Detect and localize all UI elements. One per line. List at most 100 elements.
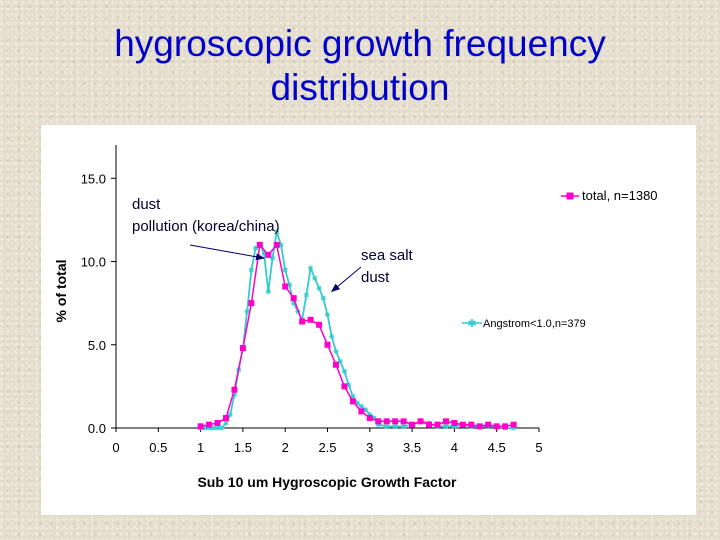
x-tick-label: 0 [112, 440, 119, 455]
series-0-point [299, 318, 306, 325]
star-stroke [312, 275, 318, 281]
series-0-point [392, 418, 399, 425]
slide-title: hygroscopic growth frequency distributio… [0, 22, 720, 110]
star-stroke [274, 229, 280, 234]
annotation-1-arrow [189, 244, 265, 261]
star-stroke [308, 265, 313, 271]
star-stroke [265, 289, 271, 294]
x-tick-group: 0 0.5 1 1.5 2 2.5 3 3.5 4 4.5 5 [112, 428, 543, 455]
series-0-point [256, 241, 263, 248]
x-axis-title: Sub 10 um Hygroscopic Growth Factor [197, 474, 457, 490]
series-1-point [312, 275, 318, 281]
star-stroke [358, 404, 364, 409]
star-stroke [392, 423, 398, 429]
star-stroke [401, 423, 406, 429]
series-1-point [401, 423, 407, 429]
star-stroke [320, 295, 326, 301]
series-1-point [325, 312, 330, 318]
series-0-point [316, 321, 323, 328]
y-tick-label: 10.0 [81, 255, 106, 270]
annotation-1-line-2: pollution (korea/china) [132, 218, 280, 235]
star-stroke [210, 425, 216, 431]
chart-panel: 0.0 5.0 10.0 15.0 0 0.5 1 1.5 2 2.5 3 3.5 4 4.5 5 Sub… [41, 125, 696, 515]
annotation-1-line-1: dust [132, 196, 161, 213]
star-stroke [270, 255, 275, 261]
series-0-point [197, 423, 204, 430]
star-stroke [219, 425, 225, 431]
series-1-point [223, 420, 229, 426]
slide-title-line-2: distribution [270, 67, 450, 108]
annotation-dust-pollution: dust pollution (korea/china) [132, 196, 280, 261]
series-0-point [493, 423, 500, 430]
series-1-point [308, 265, 314, 271]
x-tick-label: 4.5 [488, 440, 506, 455]
star-stroke [249, 267, 254, 273]
series-0-point [400, 418, 407, 425]
series-0-point [502, 423, 509, 430]
x-tick-label: 3 [366, 440, 373, 455]
series-0-point [214, 420, 221, 427]
series-0-point [451, 420, 458, 427]
series-0-point [409, 421, 416, 428]
star-stroke [244, 309, 250, 314]
series-0-point [265, 251, 272, 258]
legend-total-marker [566, 192, 574, 200]
series-1-point [443, 423, 449, 429]
series-1-point [265, 288, 271, 294]
x-tick-label: 1 [197, 440, 204, 455]
y-tick-label: 15.0 [81, 171, 106, 186]
series-0-point [442, 418, 449, 425]
series-0-point [434, 421, 441, 428]
annotation-sea-salt: sea salt dust [330, 247, 414, 293]
annotation-2-arrow [330, 266, 362, 293]
y-tick-group: 0.0 5.0 10.0 15.0 [81, 171, 116, 436]
y-tick-label: 0.0 [88, 421, 106, 436]
legend-angstrom: ✱ Angstrom<1.0,n=379 [462, 317, 586, 330]
series-0-point [476, 423, 483, 430]
legend-total-label: total, n=1380 [582, 188, 658, 203]
series-1-point [358, 403, 364, 409]
series-0-point [231, 386, 238, 393]
series-0-point [510, 421, 517, 428]
series-0-point [341, 383, 348, 390]
series-1-point [282, 267, 288, 273]
series-0-point [324, 341, 331, 348]
series-1-point [244, 308, 250, 314]
chart-svg: 0.0 5.0 10.0 15.0 0 0.5 1 1.5 2 2.5 3 3.5 4 4.5 5 Sub… [53, 145, 658, 490]
series-0-line [200, 243, 514, 428]
series-0-point [307, 316, 314, 323]
series-1-point [320, 295, 326, 301]
series-1-point [384, 423, 390, 429]
series-0-point [358, 408, 365, 415]
annotation-2-line-1: sea salt [361, 247, 414, 264]
star-stroke [342, 369, 347, 374]
series-1-point [303, 292, 309, 298]
series-0-point [417, 418, 424, 425]
x-tick-label: 1.5 [234, 440, 252, 455]
series-0-point [273, 241, 280, 248]
x-tick-label: 2 [282, 440, 289, 455]
series-0-point [485, 421, 492, 428]
series-0-point [349, 398, 356, 405]
series-0-point [222, 415, 229, 422]
series-0-point [383, 418, 390, 425]
series-1-point [219, 425, 225, 431]
series-0-point [206, 421, 213, 428]
series-1-point [291, 300, 297, 306]
series-1-point [329, 333, 335, 339]
series-0-point [459, 421, 466, 428]
annotation-2-line-2: dust [361, 269, 390, 286]
series-1-point [316, 285, 322, 291]
series-0-point [239, 345, 246, 352]
series-0-point [468, 421, 475, 428]
series-1-point [392, 423, 398, 429]
x-tick-label: 3.5 [403, 440, 421, 455]
series-1-point [333, 348, 339, 354]
series-0-point [282, 283, 289, 290]
legend-angstrom-marker: ✱ [467, 317, 476, 330]
series-1-point [215, 425, 221, 431]
star-stroke [223, 420, 229, 426]
star-stroke [316, 285, 322, 291]
series-0-point [366, 415, 373, 422]
star-stroke [215, 425, 220, 431]
